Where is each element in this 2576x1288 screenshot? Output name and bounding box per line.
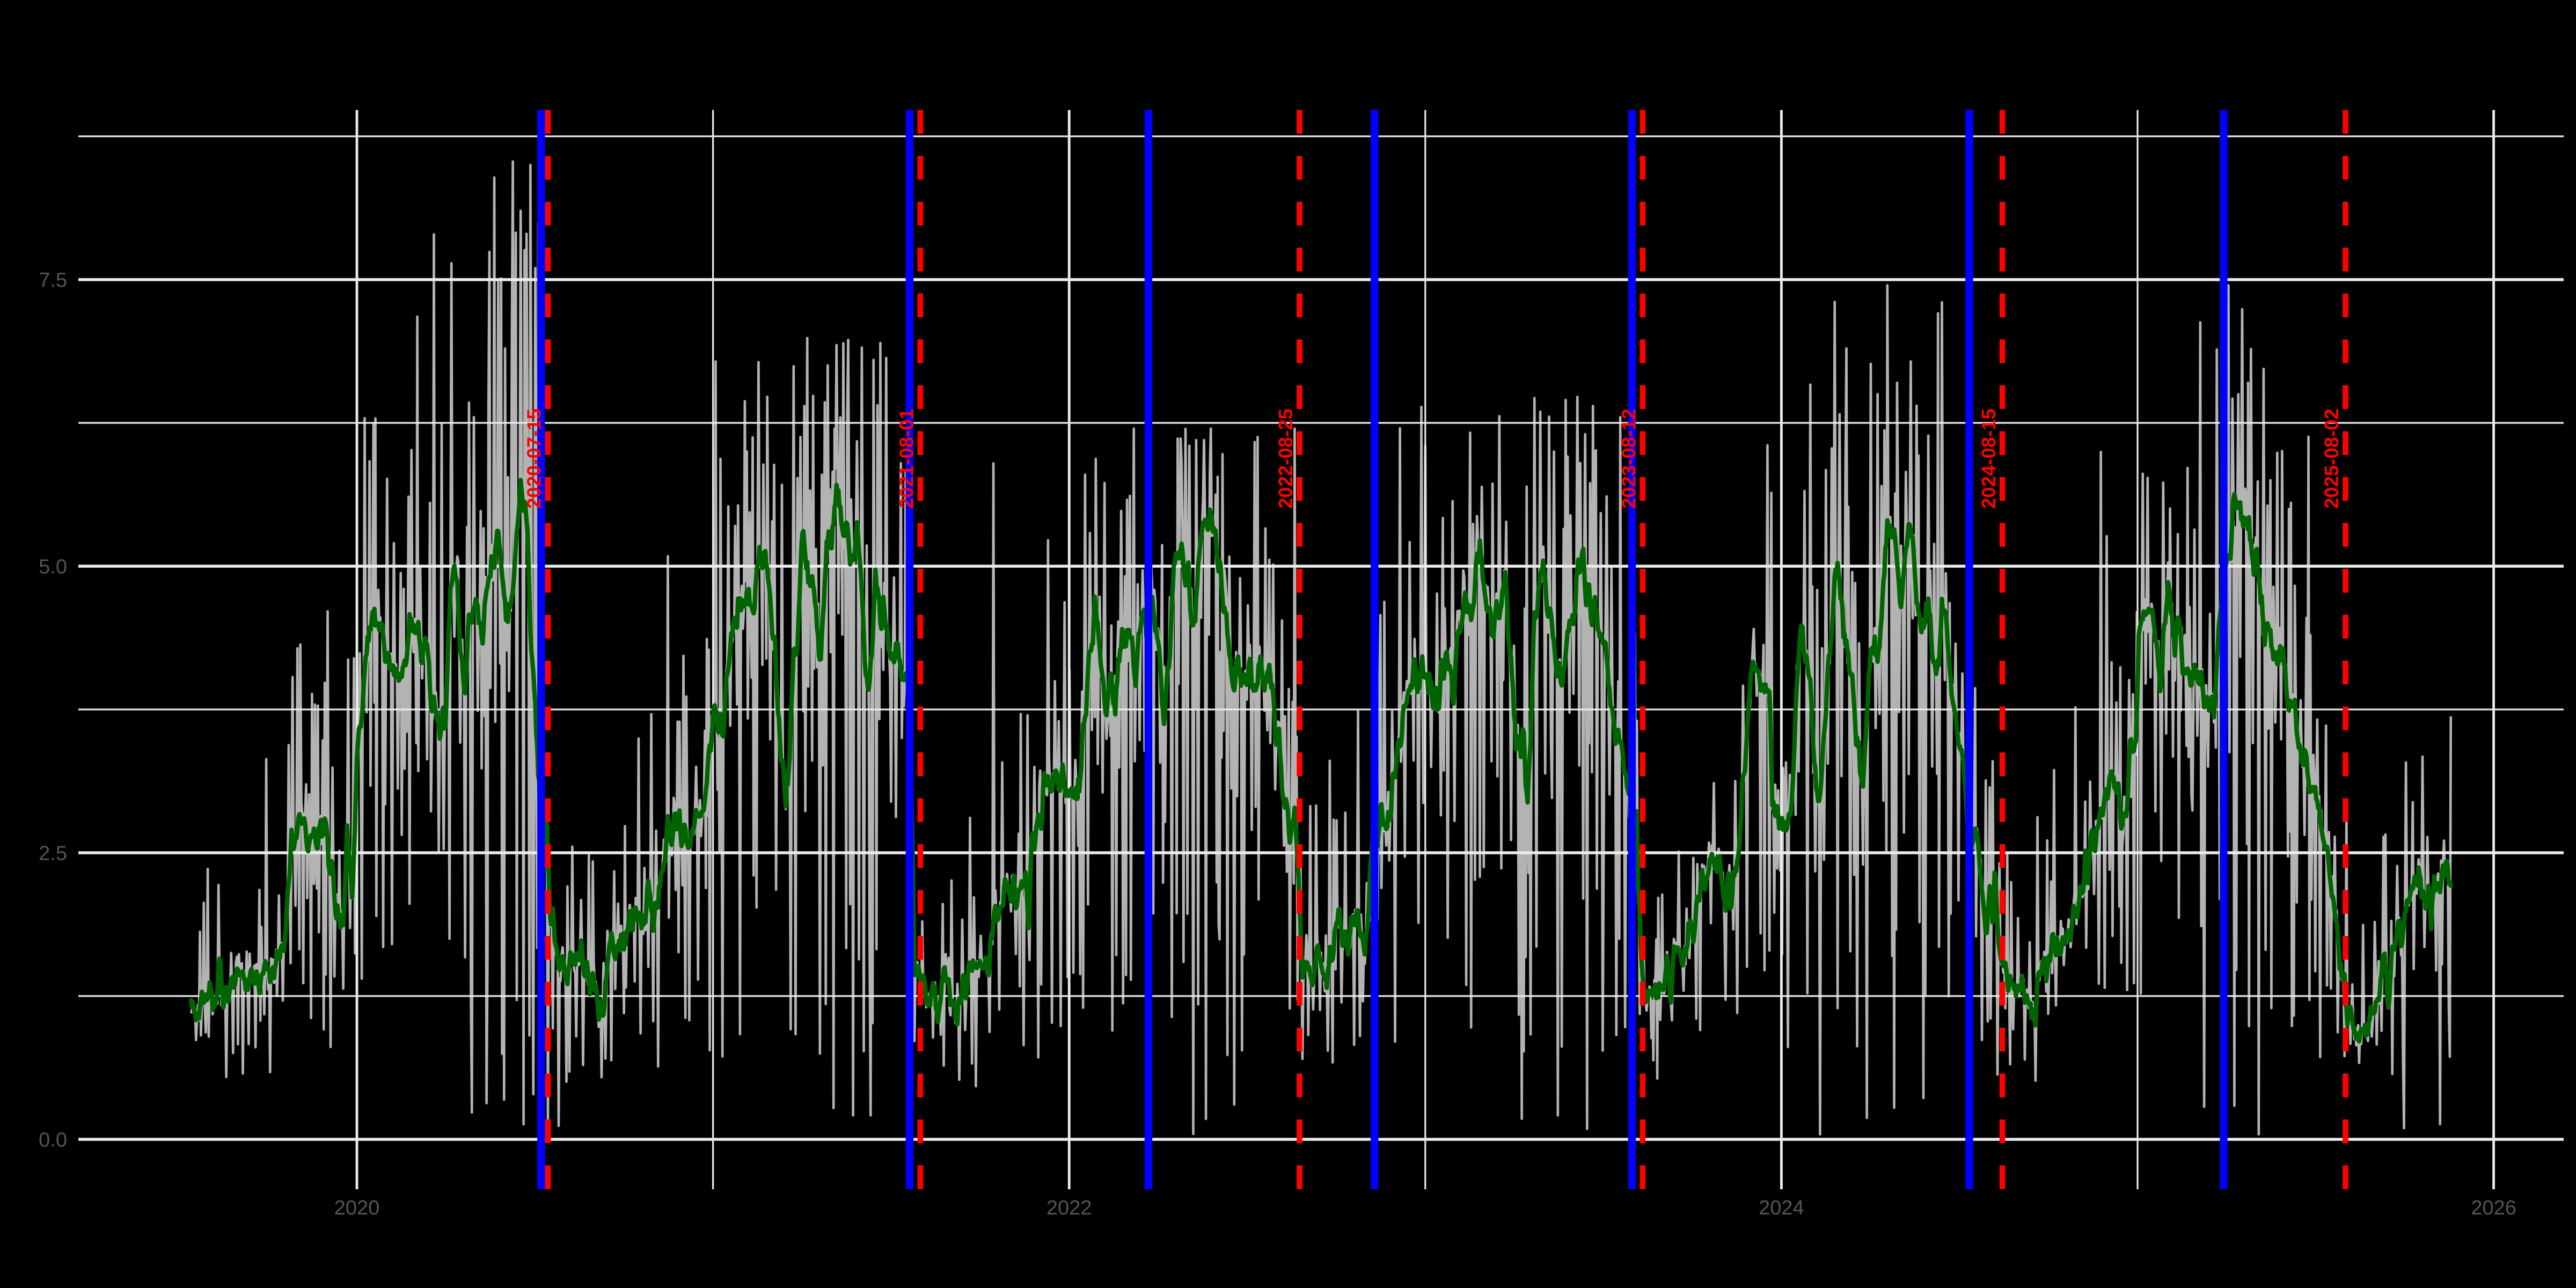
svg-text:2022: 2022	[1046, 1197, 1092, 1219]
svg-text:2025-08-02: 2025-08-02	[2321, 408, 2343, 509]
svg-text:2.5: 2.5	[39, 843, 67, 865]
svg-text:0.0: 0.0	[39, 1129, 67, 1152]
svg-text:2024: 2024	[1759, 1197, 1804, 1219]
svg-text:2024-08-15: 2024-08-15	[1978, 408, 2000, 509]
svg-text:7.5: 7.5	[39, 269, 67, 292]
svg-text:2023-08-12: 2023-08-12	[1618, 408, 1640, 509]
svg-text:2020: 2020	[334, 1197, 380, 1219]
svg-text:5.0: 5.0	[39, 556, 67, 579]
svg-text:2026: 2026	[2471, 1197, 2516, 1219]
svg-text:2021-08-01: 2021-08-01	[896, 408, 918, 509]
svg-text:2020-07-15: 2020-07-15	[523, 408, 545, 509]
svg-text:2022-08-25: 2022-08-25	[1275, 408, 1297, 509]
